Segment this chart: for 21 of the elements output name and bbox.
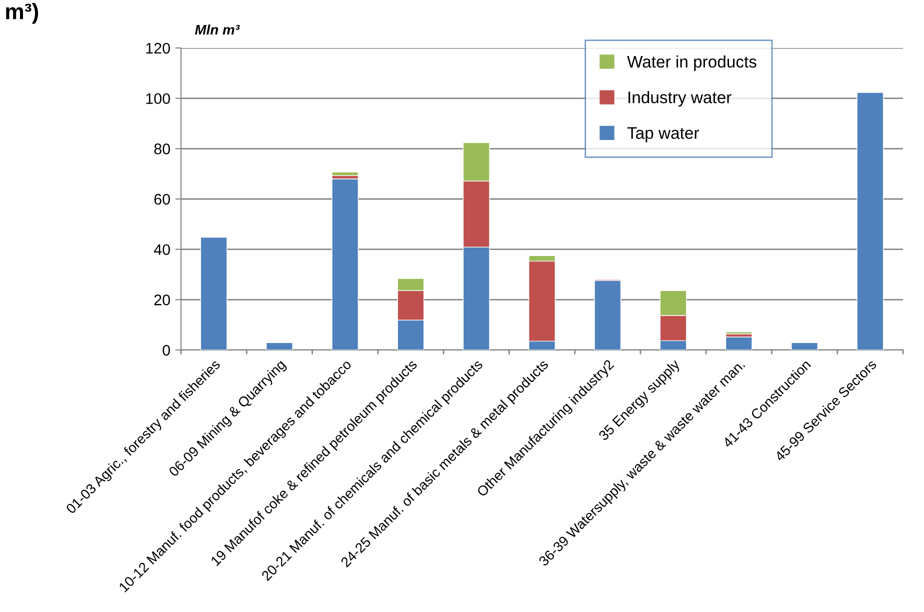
bar: [725, 332, 752, 334]
y-tick-label: 80: [154, 144, 170, 154]
y-tick-label: 60: [154, 194, 170, 205]
bar: [725, 336, 752, 350]
bar: [266, 342, 293, 350]
bar: [200, 236, 228, 350]
bar: [594, 280, 622, 350]
legend-label: Tap water: [627, 127, 699, 142]
bar: [332, 178, 359, 350]
y-axis-title: Mln m³: [194, 24, 240, 35]
legend-label: Water in products: [627, 55, 756, 71]
y-tick-label: 120: [146, 42, 170, 54]
legend-label: Industry water: [628, 91, 732, 107]
bar: [791, 342, 818, 350]
bar: [332, 172, 359, 176]
y-tick-label: 100: [146, 93, 170, 104]
chart-title: m³): [6, 3, 38, 24]
y-tick-label: 0: [162, 344, 170, 356]
y-tick-label: 20: [154, 294, 170, 306]
bar: [856, 92, 884, 350]
y-tick-label: 40: [154, 244, 170, 256]
